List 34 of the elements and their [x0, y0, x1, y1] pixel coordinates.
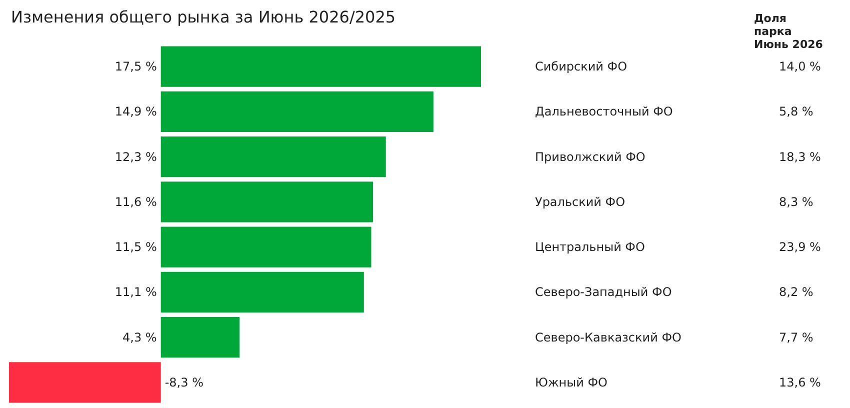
data-label: -8,3 % [164, 375, 204, 390]
y2-tick-label: 8,3 % [779, 194, 814, 209]
bar [160, 46, 481, 87]
y-tick-label: Центральный ФО [535, 240, 645, 254]
bar [160, 317, 240, 358]
data-label: 11,5 % [114, 240, 157, 254]
y-tick-label: Уральский ФО [535, 194, 626, 209]
y2-tick-label: 14,0 % [779, 60, 821, 74]
y-tick-label: Сибирский ФО [535, 60, 628, 74]
bar [160, 272, 364, 312]
y-tick-label: Северо-Кавказский ФО [535, 330, 682, 344]
data-label: 4,3 % [122, 330, 157, 344]
y2-tick-label: 8,2 % [779, 285, 814, 300]
y2-tick-label: 23,9 % [779, 240, 821, 254]
y2-tick-label: 7,7 % [779, 330, 814, 344]
bar [9, 362, 161, 403]
bar [160, 136, 386, 178]
data-label: 11,1 % [114, 285, 157, 300]
bar [160, 91, 434, 132]
data-label: 17,5 % [114, 60, 157, 74]
data-label: 12,3 % [114, 150, 157, 164]
bar [160, 182, 374, 222]
bar [160, 226, 372, 268]
y-tick-label: Северо-Западный ФО [535, 285, 672, 300]
chart-title: Изменения общего рынка за Июнь 2026/2025 [11, 8, 396, 26]
y-tick-label: Дальневосточный ФО [535, 104, 673, 119]
y2-tick-label: 5,8 % [779, 104, 814, 119]
y-tick-label: Южный ФО [535, 375, 608, 390]
data-label: 11,6 % [114, 194, 157, 209]
text: Доля парка Июнь 2026 [754, 12, 824, 51]
y2-tick-label: 13,6 % [779, 375, 821, 390]
y2-tick-label: 18,3 % [779, 150, 821, 164]
data-label: 14,9 % [114, 104, 157, 119]
y-tick-label: Приволжский ФО [535, 150, 646, 164]
